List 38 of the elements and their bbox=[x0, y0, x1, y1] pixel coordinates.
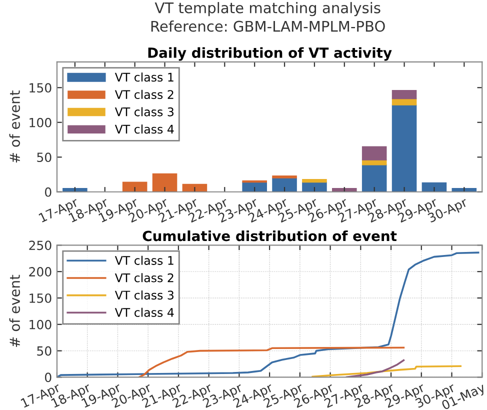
bar bbox=[392, 104, 417, 192]
bar bbox=[362, 164, 387, 192]
bar bbox=[182, 184, 208, 192]
bar bbox=[422, 182, 447, 192]
legend-label: VT class 1 bbox=[114, 72, 174, 82]
chart-title: Cumulative distribution of event bbox=[142, 230, 397, 242]
legend-label: VT class 2 bbox=[114, 90, 174, 99]
legend-label: VT class 4 bbox=[114, 124, 174, 134]
bar bbox=[302, 182, 327, 192]
bar bbox=[392, 90, 417, 100]
legend-label: VT class 2 bbox=[114, 273, 174, 282]
y-tick-label: 0 bbox=[44, 372, 52, 382]
bar bbox=[302, 178, 327, 183]
y-axis-title: # of event bbox=[9, 90, 20, 163]
bar bbox=[272, 178, 297, 192]
y-tick-label: 150 bbox=[30, 293, 52, 303]
y-tick-label: 250 bbox=[29, 240, 52, 250]
y-tick-label: 100 bbox=[30, 320, 52, 330]
bar bbox=[242, 182, 267, 192]
legend-label: VT class 1 bbox=[114, 256, 174, 265]
bar bbox=[122, 182, 148, 192]
y-axis-title: # of event bbox=[9, 274, 20, 347]
chart-title: Daily distribution of VT activity bbox=[148, 47, 392, 61]
y-tick-label: 50 bbox=[37, 346, 52, 356]
legend-label: VT class 3 bbox=[114, 107, 174, 116]
bar bbox=[392, 98, 417, 106]
text: Reference: GBM-LAM-MPLM-PBO bbox=[151, 20, 385, 32]
legend-label: VT class 4 bbox=[114, 308, 174, 317]
y-tick-label: 200 bbox=[29, 267, 52, 277]
bar bbox=[152, 173, 178, 192]
y-tick-label: 100 bbox=[30, 118, 52, 128]
y-tick-label: 150 bbox=[30, 83, 52, 93]
y-tick-label: 50 bbox=[37, 152, 52, 162]
y-tick-label: 0 bbox=[44, 187, 52, 197]
bar bbox=[362, 146, 387, 160]
text: VT template matching analysis bbox=[154, 2, 380, 16]
bar bbox=[272, 175, 297, 178]
legend-label: VT class 3 bbox=[114, 290, 174, 300]
